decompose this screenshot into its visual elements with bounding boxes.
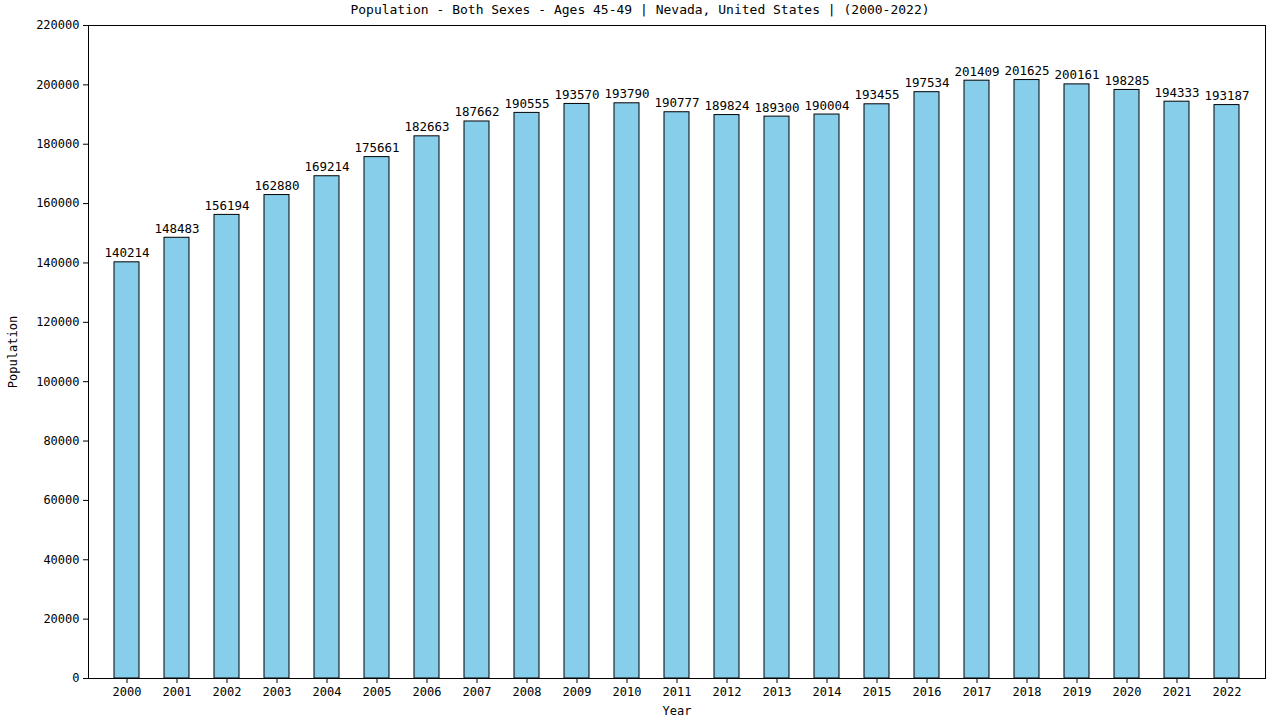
svg-text:2014: 2014 xyxy=(813,685,842,699)
svg-text:193790: 193790 xyxy=(604,86,649,101)
svg-text:189824: 189824 xyxy=(704,98,749,113)
svg-text:2013: 2013 xyxy=(763,685,792,699)
svg-text:198285: 198285 xyxy=(1104,73,1149,88)
svg-text:190555: 190555 xyxy=(504,96,549,111)
svg-text:2015: 2015 xyxy=(863,685,892,699)
svg-text:201409: 201409 xyxy=(954,64,999,79)
svg-text:180000: 180000 xyxy=(36,137,79,151)
svg-text:0: 0 xyxy=(72,671,79,685)
svg-text:189300: 189300 xyxy=(754,100,799,115)
svg-text:2019: 2019 xyxy=(1063,685,1092,699)
svg-text:140000: 140000 xyxy=(36,256,79,270)
svg-text:160000: 160000 xyxy=(36,196,79,210)
svg-text:190777: 190777 xyxy=(654,95,699,110)
svg-text:182663: 182663 xyxy=(404,119,449,134)
svg-text:187662: 187662 xyxy=(454,104,499,119)
svg-text:40000: 40000 xyxy=(43,553,79,567)
svg-text:80000: 80000 xyxy=(43,434,79,448)
svg-text:156194: 156194 xyxy=(204,198,249,213)
svg-text:220000: 220000 xyxy=(36,20,79,32)
svg-text:2003: 2003 xyxy=(263,685,292,699)
svg-text:201625: 201625 xyxy=(1004,63,1049,78)
svg-text:2011: 2011 xyxy=(663,685,692,699)
svg-text:148483: 148483 xyxy=(154,221,199,236)
svg-text:2002: 2002 xyxy=(213,685,242,699)
svg-text:193570: 193570 xyxy=(554,87,599,102)
svg-text:2022: 2022 xyxy=(1213,685,1242,699)
svg-text:193455: 193455 xyxy=(854,87,899,102)
svg-text:190004: 190004 xyxy=(804,98,849,113)
svg-text:2018: 2018 xyxy=(1013,685,1042,699)
svg-text:Year: Year xyxy=(663,704,692,718)
svg-text:2008: 2008 xyxy=(513,685,542,699)
svg-text:2004: 2004 xyxy=(313,685,342,699)
svg-text:2012: 2012 xyxy=(713,685,742,699)
html-text:Population - Both Sexes - Ages: Population - Both Sexes - Ages 45-49 | N… xyxy=(350,2,930,17)
svg-text:100000: 100000 xyxy=(36,375,79,389)
svg-text:200161: 200161 xyxy=(1054,67,1099,82)
svg-text:140214: 140214 xyxy=(104,245,149,260)
svg-text:2001: 2001 xyxy=(163,685,192,699)
svg-text:197534: 197534 xyxy=(904,75,949,90)
svg-text:120000: 120000 xyxy=(36,315,79,329)
svg-text:2005: 2005 xyxy=(363,685,392,699)
svg-text:194333: 194333 xyxy=(1154,85,1199,100)
svg-text:Population: Population xyxy=(6,316,20,388)
svg-text:2017: 2017 xyxy=(963,685,992,699)
svg-text:60000: 60000 xyxy=(43,493,79,507)
svg-text:200000: 200000 xyxy=(36,78,79,92)
svg-text:2000: 2000 xyxy=(113,685,142,699)
svg-text:193187: 193187 xyxy=(1204,88,1249,103)
svg-text:2006: 2006 xyxy=(413,685,442,699)
svg-text:2010: 2010 xyxy=(613,685,642,699)
svg-text:2009: 2009 xyxy=(563,685,592,699)
svg-text:169214: 169214 xyxy=(304,159,349,174)
svg-text:175661: 175661 xyxy=(354,140,399,155)
svg-text:2016: 2016 xyxy=(913,685,942,699)
svg-text:20000: 20000 xyxy=(43,612,79,626)
svg-text:2020: 2020 xyxy=(1113,685,1142,699)
svg-text:2007: 2007 xyxy=(463,685,492,699)
svg-text:162880: 162880 xyxy=(254,178,299,193)
svg-text:2021: 2021 xyxy=(1163,685,1192,699)
